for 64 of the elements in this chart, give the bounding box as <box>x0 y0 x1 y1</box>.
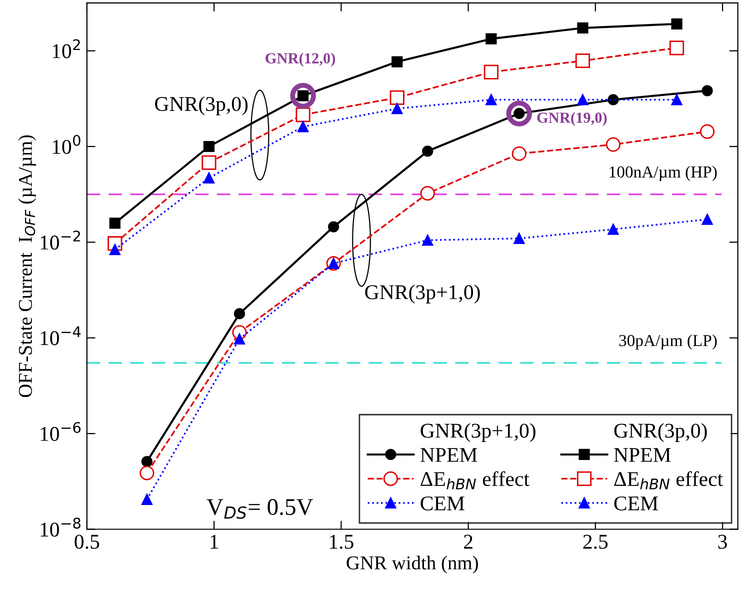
point <box>514 232 525 244</box>
point <box>608 224 619 235</box>
point <box>486 33 497 44</box>
annotation: V$_{DS}$= 0.5V <box>206 499 314 519</box>
point <box>297 121 309 132</box>
point <box>296 108 310 122</box>
point <box>575 53 590 68</box>
x-tick-label: 1.5 <box>330 534 354 549</box>
point <box>203 140 215 152</box>
legend-label: ΔE$_{hBN}$ effect <box>614 471 723 490</box>
point <box>608 94 619 106</box>
point <box>486 94 497 106</box>
point <box>671 18 682 30</box>
point <box>577 94 588 106</box>
annotation: GNR(12,0) <box>266 52 336 67</box>
point <box>422 146 434 157</box>
legend-label: CEM <box>614 496 658 510</box>
point <box>390 90 404 105</box>
point <box>392 103 403 114</box>
point <box>700 124 715 139</box>
point <box>702 85 713 96</box>
y-axis-title: OFF-State Current I$_{OFF}$ (µA/µm) <box>18 135 36 398</box>
legend-label: CEM <box>420 496 464 510</box>
point <box>140 466 154 480</box>
legend-label: ΔE$_{hBN}$ effect <box>420 471 530 490</box>
x-tick-label: 2 <box>464 534 472 549</box>
annotation: GNR(3p+1,0) <box>365 284 480 304</box>
point <box>671 94 682 106</box>
point <box>202 155 216 170</box>
text: GNR(3p+1,0) <box>420 423 536 442</box>
point <box>422 234 434 246</box>
x-axis-title: GNR width (nm) <box>346 556 478 574</box>
y-tick-label: 10$^{0}$ <box>52 134 80 154</box>
point <box>109 218 120 229</box>
point <box>203 172 215 184</box>
x-tick-label: 0.5 <box>74 534 100 549</box>
point <box>702 214 713 225</box>
point <box>392 56 403 68</box>
point <box>141 494 152 505</box>
ref-line-label: 100nA/µm (HP) <box>610 166 717 182</box>
annotation: GNR(3p,0) <box>155 96 248 116</box>
point <box>141 456 152 468</box>
point <box>420 186 435 201</box>
x-tick-label: 2.5 <box>583 534 608 549</box>
point <box>234 333 246 344</box>
point <box>606 137 621 152</box>
x-tick-label: 1 <box>210 534 218 549</box>
point <box>109 244 120 256</box>
point <box>577 22 588 34</box>
point <box>669 40 684 56</box>
point <box>328 221 340 232</box>
y-tick-label: 10$^{−6}$ <box>40 422 81 441</box>
y-tick-label: 10$^{−2}$ <box>40 230 80 250</box>
point <box>484 64 498 80</box>
legend-label: NPEM <box>614 448 671 462</box>
point <box>512 146 526 161</box>
annotation: GNR(19,0) <box>537 112 607 126</box>
x-tick-label: 3 <box>718 534 727 549</box>
legend-label: NPEM <box>420 448 478 462</box>
text: GNR(3p,0) <box>614 423 707 442</box>
point <box>234 308 246 320</box>
ref-line-label: 30pA/µm (LP) <box>619 334 717 350</box>
y-tick-label: 10$^{−4}$ <box>40 326 81 346</box>
y-tick-label: 10$^{2}$ <box>52 39 80 58</box>
